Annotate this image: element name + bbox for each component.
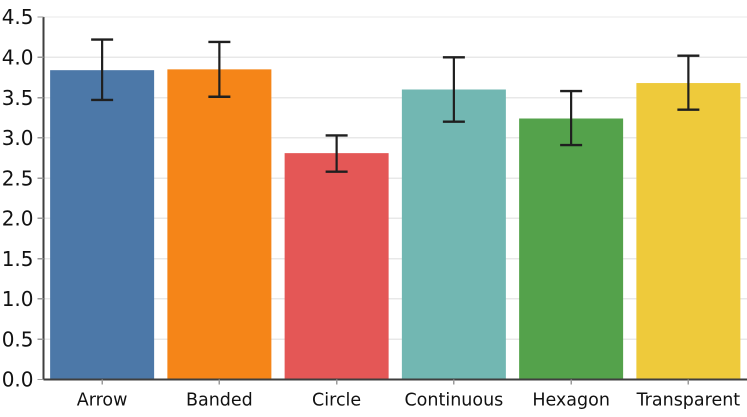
- y-tick-label: 3.0: [2, 126, 34, 150]
- y-tick-label: 4.0: [2, 45, 34, 69]
- y-tick-label: 3.5: [2, 86, 34, 110]
- x-tick-label: Hexagon: [532, 391, 610, 411]
- y-tick-label: 1.0: [2, 287, 34, 311]
- bar-arrow: [50, 70, 155, 380]
- x-tick-label: Continuous: [404, 391, 503, 411]
- y-tick-label: 0.5: [2, 327, 34, 351]
- x-tick-label: Banded: [186, 391, 253, 411]
- x-tick-label: Arrow: [77, 391, 128, 411]
- bar-continuous: [401, 89, 506, 380]
- bar-circle: [284, 153, 389, 380]
- bar-transparent: [636, 83, 741, 380]
- y-tick-label: 4.5: [2, 5, 34, 29]
- y-tick-label: 1.5: [2, 247, 34, 271]
- y-tick-label: 2.5: [2, 166, 34, 190]
- y-tick-label: 0.0: [2, 368, 34, 392]
- bar-banded: [167, 69, 272, 380]
- bar-hexagon: [519, 118, 624, 380]
- x-tick-label: Transparent: [636, 391, 741, 411]
- y-tick-label: 2.0: [2, 207, 34, 231]
- x-tick-label: Circle: [312, 391, 361, 411]
